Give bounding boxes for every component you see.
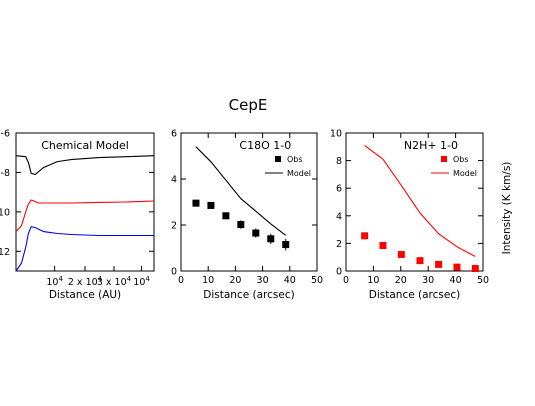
series-line-curve-1: [15, 155, 155, 175]
x-tick-label: 40: [284, 275, 296, 286]
x-tick-label: 30: [422, 275, 434, 286]
x-axis-label: Distance (AU): [49, 289, 121, 301]
data-point-obs: [453, 263, 461, 271]
x-tick-label: 50: [477, 275, 489, 286]
y-tick-label: 4: [336, 211, 342, 222]
x-tick-label-exponent: 4: [58, 275, 63, 283]
x-tick-label: 20: [229, 275, 241, 286]
x-axis-label: Distance (arcsec): [369, 289, 460, 301]
data-point-obs: [192, 199, 200, 207]
legend-marker-obs: [441, 156, 447, 162]
panel-title: Chemical Model: [41, 139, 129, 152]
x-tick-label: 20: [395, 275, 407, 286]
x-axis-label: Distance (arcsec): [203, 289, 294, 301]
x-tick-label-base: 10: [46, 277, 58, 288]
series-line-model: [195, 146, 287, 236]
x-tick-label-exponent: 4: [98, 275, 103, 283]
data-point-obs: [222, 212, 230, 220]
legend-label: Model: [453, 169, 477, 178]
legend-marker-obs: [275, 156, 281, 162]
data-point-obs: [267, 235, 275, 243]
series-line-model: [364, 144, 476, 257]
y-tick-label: 6: [171, 129, 177, 140]
y-axis-label: Intensity (K km/s): [501, 162, 513, 255]
data-point-obs: [416, 257, 424, 265]
x-tick-label: 0: [343, 275, 349, 286]
plot-frame: [345, 132, 484, 272]
data-point-obs: [282, 241, 290, 249]
series-line-curve-2: [15, 199, 155, 232]
panel-3: N2H+ 1-0 0 2 4 6 8 10 0 10 20 30 40 50 Distance (arcs…: [330, 129, 513, 302]
panel-title: C18O 1-0: [239, 139, 291, 152]
y-tick-label: 10: [0, 207, 10, 218]
x-tick-label: 3 x 104: [97, 275, 132, 288]
series-line-curve-3: [15, 225, 154, 272]
y-tick-label: -8: [1, 168, 10, 179]
data-point-obs: [471, 265, 479, 273]
x-tick-label: 0: [178, 275, 184, 286]
legend-label: Obs: [453, 155, 469, 164]
data-point-obs: [435, 260, 443, 268]
x-tick-label: 50: [311, 275, 323, 286]
x-tick-label: 104: [133, 275, 150, 288]
x-tick-label-base: 3 x 10: [97, 277, 127, 288]
legend-label: Model: [287, 169, 311, 178]
x-tick-label: 104: [46, 275, 63, 288]
data-point-obs: [207, 201, 215, 209]
x-tick-label: 30: [257, 275, 269, 286]
x-tick-label: 40: [450, 275, 462, 286]
x-tick-label: 10: [367, 275, 379, 286]
y-tick-label: 10: [330, 129, 342, 140]
plot-frame: [180, 132, 318, 272]
panel-title: N2H+ 1-0: [404, 139, 458, 152]
x-tick-label-base: 10: [133, 277, 145, 288]
y-tick-label: -6: [1, 129, 10, 140]
data-point-obs: [252, 229, 260, 237]
data-point-obs: [237, 221, 245, 229]
x-tick-label: 2 x 104: [68, 275, 103, 288]
x-tick-label-exponent: 4: [127, 275, 132, 283]
legend-label: Obs: [287, 155, 303, 164]
y-tick-label: 6: [336, 184, 342, 195]
y-tick-label: 2: [336, 239, 342, 250]
y-tick-label: 0: [336, 267, 342, 278]
x-tick-label-base: 2 x 10: [68, 277, 98, 288]
data-point-obs: [397, 250, 405, 258]
y-tick-label: 12: [0, 247, 10, 258]
data-point-obs: [379, 241, 387, 249]
x-tick-label-exponent: 4: [145, 275, 150, 283]
y-tick-label: 2: [171, 221, 177, 232]
y-tick-label: 8: [336, 156, 342, 167]
x-tick-label: 10: [202, 275, 214, 286]
panel-2: C18O 1-0 0 2 4 6 0 10 20 30 40 50 Distance (arcsec)…: [171, 129, 323, 302]
figure-title: CepE: [229, 96, 268, 114]
data-point-obs: [361, 232, 369, 240]
y-tick-label: 4: [171, 175, 177, 186]
y-tick-label: 0: [171, 267, 177, 278]
